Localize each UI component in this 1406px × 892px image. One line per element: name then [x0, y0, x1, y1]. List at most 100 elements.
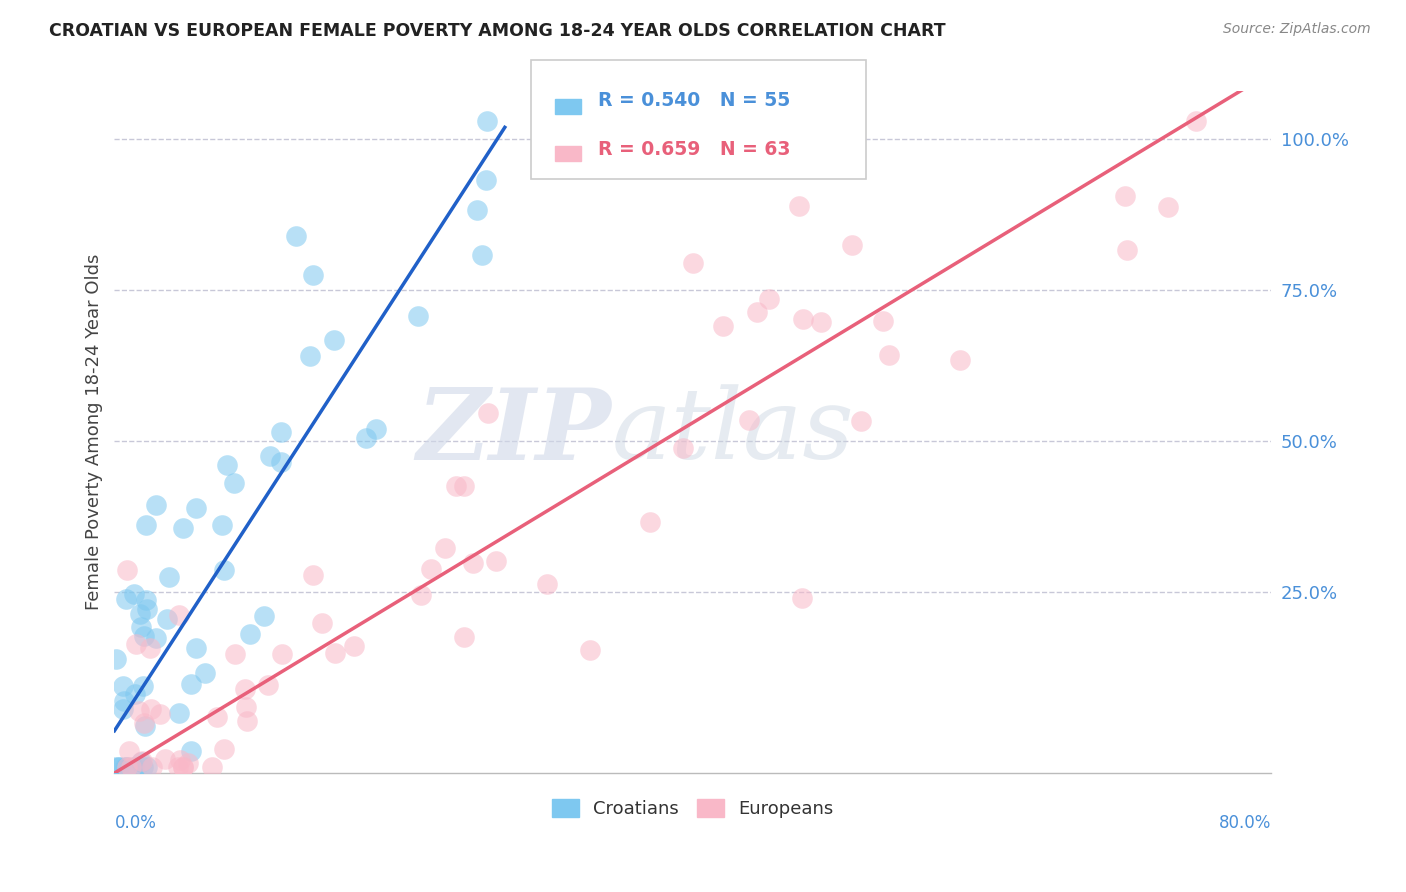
Text: atlas: atlas — [612, 384, 855, 479]
Point — [343, 639, 366, 653]
Point — [135, 760, 157, 774]
Point — [323, 646, 346, 660]
Point — [299, 349, 322, 363]
Point — [323, 333, 346, 347]
Point — [215, 458, 238, 472]
Point — [141, 760, 163, 774]
Text: 80.0%: 80.0% — [1219, 814, 1271, 832]
Y-axis label: Female Poverty Among 18-24 Year Olds: Female Poverty Among 18-24 Year Olds — [86, 253, 103, 610]
Point — [200, 760, 222, 774]
Point — [141, 702, 163, 716]
Point — [792, 311, 814, 326]
Point — [270, 425, 292, 439]
Point — [120, 760, 142, 774]
Point — [354, 431, 377, 445]
Point — [444, 479, 467, 493]
Point — [1156, 200, 1178, 214]
Point — [239, 626, 262, 640]
Point — [408, 309, 430, 323]
Point — [104, 760, 127, 774]
Point — [184, 500, 207, 515]
Point — [122, 760, 145, 774]
Point — [115, 760, 138, 774]
Point — [257, 678, 280, 692]
FancyBboxPatch shape — [531, 60, 866, 179]
Point — [139, 641, 162, 656]
Point — [180, 677, 202, 691]
Text: R = 0.540   N = 55: R = 0.540 N = 55 — [598, 91, 790, 110]
Point — [224, 647, 246, 661]
Point — [790, 591, 813, 606]
Point — [434, 541, 457, 556]
Point — [172, 760, 194, 774]
Point — [134, 719, 156, 733]
Point — [122, 587, 145, 601]
Point — [132, 760, 155, 774]
Point — [738, 412, 761, 426]
Point — [129, 620, 152, 634]
Point — [536, 577, 558, 591]
Point — [156, 612, 179, 626]
Point — [640, 515, 662, 529]
Point — [132, 716, 155, 731]
FancyBboxPatch shape — [555, 146, 581, 161]
Point — [409, 588, 432, 602]
Point — [949, 352, 972, 367]
Point — [475, 173, 498, 187]
Point — [235, 699, 257, 714]
Text: Source: ZipAtlas.com: Source: ZipAtlas.com — [1223, 22, 1371, 37]
Point — [311, 616, 333, 631]
Point — [177, 756, 200, 770]
Point — [114, 760, 136, 774]
Text: CROATIAN VS EUROPEAN FEMALE POVERTY AMONG 18-24 YEAR OLDS CORRELATION CHART: CROATIAN VS EUROPEAN FEMALE POVERTY AMON… — [49, 22, 946, 40]
Point — [111, 679, 134, 693]
Point — [107, 760, 129, 774]
Point — [214, 564, 236, 578]
Point — [578, 643, 600, 657]
Point — [112, 694, 135, 708]
Point — [129, 756, 152, 770]
Point — [461, 556, 484, 570]
Point — [471, 247, 494, 261]
Point — [124, 687, 146, 701]
Point — [115, 563, 138, 577]
Point — [453, 630, 475, 644]
Point — [877, 348, 900, 362]
Point — [682, 255, 704, 269]
Point — [841, 238, 863, 252]
Point — [172, 760, 194, 774]
Point — [135, 517, 157, 532]
Point — [475, 113, 498, 128]
Point — [302, 567, 325, 582]
Point — [301, 268, 323, 282]
Point — [285, 228, 308, 243]
Point — [851, 414, 873, 428]
Point — [787, 199, 810, 213]
Point — [169, 607, 191, 622]
Point — [211, 517, 233, 532]
Point — [270, 455, 292, 469]
Point — [212, 741, 235, 756]
Point — [465, 202, 488, 217]
Point — [1184, 113, 1206, 128]
Point — [117, 744, 139, 758]
Point — [128, 704, 150, 718]
Point — [124, 637, 146, 651]
Text: ZIP: ZIP — [416, 384, 612, 480]
Point — [132, 679, 155, 693]
Point — [224, 476, 246, 491]
Point — [271, 648, 294, 662]
Point — [155, 752, 177, 766]
Point — [112, 702, 135, 716]
Point — [115, 760, 138, 774]
Point — [485, 554, 508, 568]
Point — [453, 479, 475, 493]
Point — [131, 754, 153, 768]
Point — [157, 570, 180, 584]
Point — [233, 681, 256, 696]
Point — [194, 666, 217, 681]
Point — [235, 714, 257, 728]
Point — [1115, 244, 1137, 258]
Point — [420, 562, 443, 576]
Point — [167, 760, 190, 774]
